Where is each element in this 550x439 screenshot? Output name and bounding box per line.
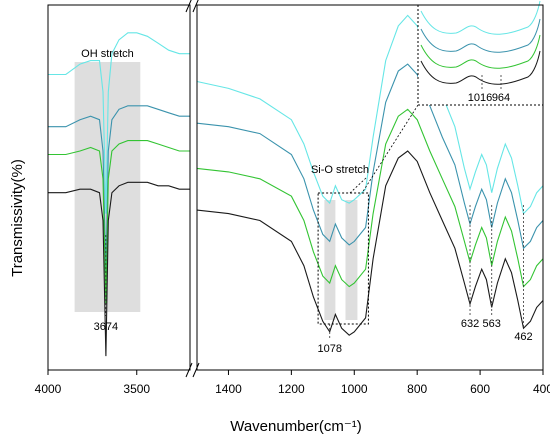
inset-series-line-2 <box>420 18 541 53</box>
right-x-tick-label: 800 <box>407 382 427 396</box>
y-axis-label: Transmissivity(%) <box>9 159 26 277</box>
peak-label-1078: 1078 <box>317 343 341 355</box>
right-x-tick-label: 1400 <box>215 382 242 396</box>
inset-peak-label-964: 964 <box>492 92 510 104</box>
left-series-line-4 <box>48 181 190 357</box>
axis-break-mark <box>192 0 199 13</box>
inset-peak-label-1016: 1016 <box>468 92 492 104</box>
left-panel-frame <box>47 4 191 371</box>
right-series-line-4 <box>196 150 544 336</box>
zoom-connector <box>361 104 419 194</box>
right-panel: Si-O stretch 1078 632 563 462 1016 964 1400 1200… <box>196 0 550 396</box>
peak-label-3674: 3674 <box>94 321 118 333</box>
zoom-inset-frame <box>417 4 544 106</box>
inset-series-line-4 <box>420 50 541 85</box>
left-series-line-2 <box>48 105 190 273</box>
left-panel: OH stretch 3674 4000 3500 <box>35 4 191 396</box>
axis-break-mark <box>185 362 193 378</box>
right-x-tick-label: 600 <box>470 382 490 396</box>
right-panel-frame <box>196 4 544 371</box>
si-o-band-2 <box>345 200 358 320</box>
si-o-band-1 <box>324 200 336 320</box>
peak-label-563: 563 <box>483 318 501 330</box>
right-x-tick-label: 1000 <box>341 382 368 396</box>
peak-label-632: 632 <box>461 318 479 330</box>
right-series-line-1 <box>196 14 544 215</box>
right-x-tick-label: 400 <box>533 382 550 396</box>
left-series-line-3 <box>48 140 190 305</box>
inset-series-line-1 <box>420 0 541 35</box>
peak-label-462: 462 <box>514 331 532 343</box>
axis-break-gap-top <box>190 0 197 10</box>
x-axis-label: Wavenumber(cm⁻¹) <box>230 418 362 435</box>
right-x-tick-label: 1200 <box>278 382 305 396</box>
right-series-line-2 <box>196 63 544 250</box>
si-o-box <box>317 192 369 325</box>
axis-break-mark <box>185 0 192 13</box>
inset-series-line-3 <box>420 34 541 69</box>
left-x-tick-label: 4000 <box>35 382 62 396</box>
right-series-line-3 <box>196 108 544 288</box>
oh-stretch-label: OH stretch <box>81 48 134 60</box>
left-series-line-1 <box>48 32 190 214</box>
axis-break-gap-bottom <box>190 366 197 376</box>
left-x-tick-label: 3500 <box>123 382 150 396</box>
axis-break-mark <box>192 362 200 378</box>
si-o-stretch-label: Si-O stretch <box>311 164 369 176</box>
